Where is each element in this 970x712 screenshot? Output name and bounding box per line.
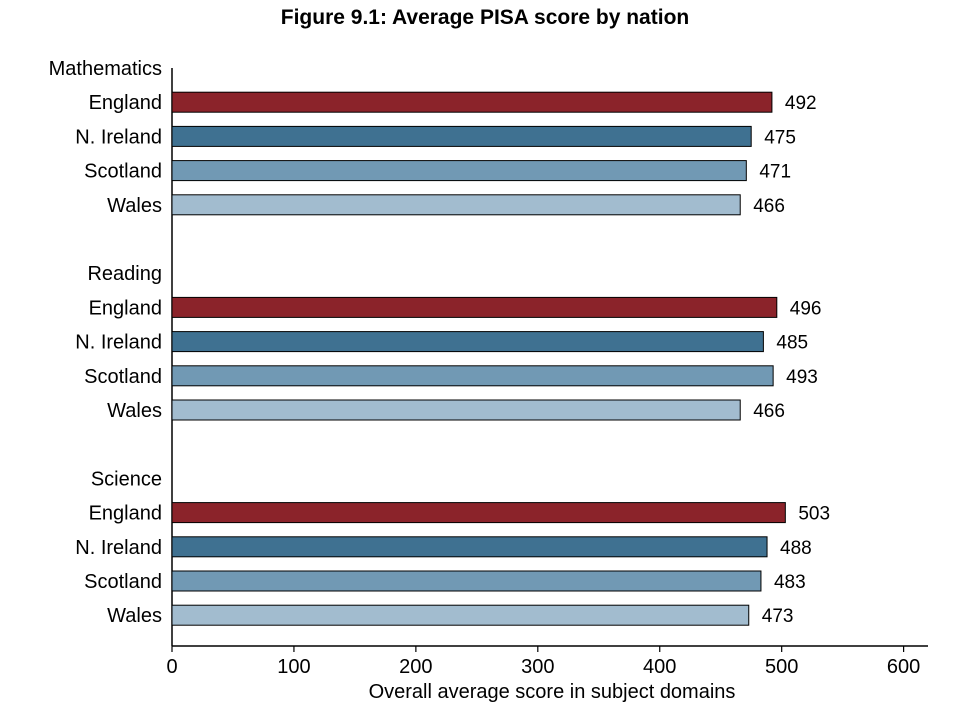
value-label-mathematics-wales: 466 [753, 196, 785, 217]
value-label-reading-n-ireland: 485 [776, 333, 808, 354]
bar-reading-england [171, 296, 778, 318]
category-label-reading-wales: Wales [107, 400, 162, 422]
category-label-reading-england: England [89, 297, 162, 319]
value-label-reading-england: 496 [790, 298, 822, 319]
category-label-science-england: England [89, 503, 162, 525]
bar-science-england [171, 502, 786, 524]
category-label-reading-n-ireland: N. Ireland [75, 332, 162, 354]
bar-reading-scotland [171, 365, 774, 387]
category-label-science-n-ireland: N. Ireland [75, 537, 162, 559]
bar-mathematics-n-ireland [171, 125, 752, 147]
group-label-science: Science [91, 468, 162, 490]
category-label-mathematics-scotland: Scotland [84, 161, 162, 183]
value-label-mathematics-england: 492 [785, 93, 817, 114]
bar-reading-wales [171, 399, 741, 421]
category-label-reading-scotland: Scotland [84, 366, 162, 388]
x-tick-label-100: 100 [277, 656, 310, 678]
group-label-reading: Reading [87, 263, 162, 285]
x-tick-label-600: 600 [887, 656, 920, 678]
x-tick-label-500: 500 [765, 656, 798, 678]
chart-title: Figure 9.1: Average PISA score by nation [280, 6, 690, 29]
bar-mathematics-wales [171, 194, 741, 216]
value-label-reading-scotland: 493 [786, 367, 818, 388]
value-label-mathematics-scotland: 471 [759, 162, 791, 183]
category-label-mathematics-england: England [89, 92, 162, 114]
x-tick-label-0: 0 [166, 656, 177, 678]
bar-mathematics-england [171, 91, 773, 113]
x-tick-label-200: 200 [399, 656, 432, 678]
bar-science-wales [171, 604, 750, 626]
bar-mathematics-scotland [171, 160, 747, 182]
x-axis-label: Overall average score in subject domains [369, 681, 736, 703]
value-label-science-wales: 473 [762, 606, 794, 627]
value-label-science-n-ireland: 488 [780, 538, 812, 559]
bar-science-n-ireland [171, 536, 768, 558]
category-label-science-scotland: Scotland [84, 571, 162, 593]
category-label-mathematics-wales: Wales [107, 195, 162, 217]
value-label-mathematics-n-ireland: 475 [764, 127, 796, 148]
group-label-mathematics: Mathematics [49, 58, 162, 80]
category-label-mathematics-n-ireland: N. Ireland [75, 126, 162, 148]
value-label-science-england: 503 [798, 504, 830, 525]
x-tick-label-300: 300 [521, 656, 554, 678]
x-tick-label-400: 400 [643, 656, 676, 678]
category-label-science-wales: Wales [107, 605, 162, 627]
value-label-science-scotland: 483 [774, 572, 806, 593]
value-label-reading-wales: 466 [753, 401, 785, 422]
bar-reading-n-ireland [171, 331, 764, 353]
bar-science-scotland [171, 570, 762, 592]
